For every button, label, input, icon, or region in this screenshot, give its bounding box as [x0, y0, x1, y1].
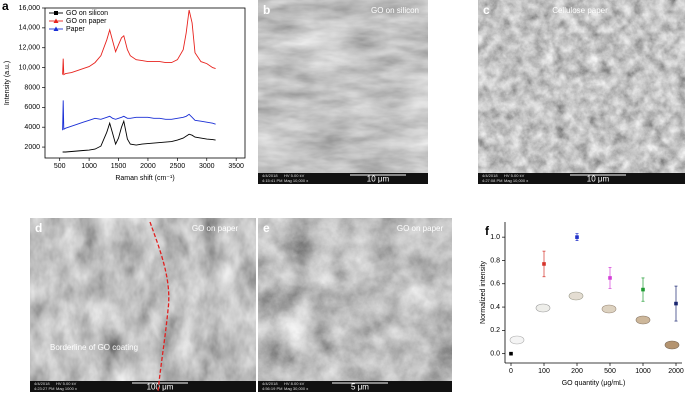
sem-image [258, 218, 452, 392]
x-tick-label: 500 [54, 163, 66, 170]
y-tick-label: 0.6 [490, 281, 500, 288]
x-tick-label: 2000 [668, 368, 684, 375]
info-text: HV 5.00 kV [56, 381, 77, 386]
scale-label: 10 μm [367, 175, 390, 184]
x-axis-label: Raman shift (cm⁻¹) [115, 175, 174, 182]
x-tick-label: 0 [509, 368, 513, 375]
legend-marker [53, 26, 59, 31]
info-text: Mag 1000 x [56, 386, 77, 391]
legend-text: Paper [66, 26, 85, 33]
legend-text: GO on silicon [66, 10, 108, 17]
y-axis-label: Normalized intensity [480, 260, 487, 324]
droplet [635, 315, 651, 325]
spectrum-line [62, 9, 216, 76]
point [608, 276, 612, 280]
x-tick-label: 100 [538, 368, 550, 375]
info-text: 4:27:08 PM [482, 178, 502, 183]
y-tick-label: 0.2 [490, 327, 500, 334]
point [641, 287, 645, 292]
info-text: HV 5.00 kV [284, 173, 305, 178]
y-tick-label: 6000 [24, 104, 40, 111]
caption: GO on silicon [371, 6, 419, 15]
x-tick-label: 1000 [635, 368, 651, 375]
x-tick-label: 3000 [199, 163, 215, 170]
panel-label: a [2, 0, 9, 13]
note: Borderline of GO coating [50, 343, 138, 352]
panel-label: e [263, 221, 270, 235]
caption: Cellulose paper [552, 6, 608, 15]
sem-image [478, 0, 685, 184]
plot-frame [44, 7, 246, 159]
point [542, 262, 546, 266]
x-tick-label: 1500 [111, 163, 127, 170]
droplet [509, 335, 525, 345]
info-text: Mag 10,000 x [284, 178, 308, 183]
droplet [664, 340, 680, 350]
info-text: 4:23:27 PM [34, 386, 54, 391]
info-text: HV 8.00 kV [284, 381, 305, 386]
info-bar [30, 381, 256, 392]
y-tick-label: 0.8 [490, 257, 500, 264]
x-tick-label: 200 [571, 368, 583, 375]
info-text: Mag 30,000 x [284, 386, 308, 391]
info-text: Mag 10,000 x [504, 178, 528, 183]
droplet [601, 304, 617, 314]
border-line [149, 221, 170, 393]
y-tick-label: 0.0 [490, 351, 500, 358]
info-bar [258, 381, 452, 392]
info-bar [478, 173, 685, 184]
y-tick-label: 16,000 [19, 5, 41, 12]
sem-image [30, 218, 256, 392]
y-tick-label: 14,000 [19, 25, 41, 32]
panel-label: c [483, 3, 490, 17]
info-bar [258, 173, 428, 184]
legend-text: GO on paper [66, 18, 107, 25]
caption: GO on paper [192, 224, 239, 233]
y-tick-label: 10,000 [19, 64, 41, 71]
y-tick-label: 12,000 [19, 45, 41, 52]
y-tick-label: 0.4 [490, 304, 500, 311]
x-tick-label: 500 [604, 368, 616, 375]
droplet-photos [509, 291, 680, 350]
scale-label: 5 μm [351, 383, 369, 392]
panel-label: b [263, 3, 270, 17]
point [674, 301, 678, 306]
x-tick-label: 2000 [140, 163, 156, 170]
info-text: 4/4/2018 [262, 381, 278, 386]
info-text: 4/4/2018 [262, 173, 278, 178]
droplet [568, 291, 584, 301]
legend-marker [53, 18, 59, 23]
y-tick-label: 8000 [24, 84, 40, 91]
point [575, 235, 579, 239]
info-text: 4/4/2018 [482, 173, 498, 178]
y-tick-label: 1.0 [490, 234, 500, 241]
panel-label: d [35, 221, 42, 235]
scale-label: 10 μm [587, 175, 610, 184]
legend-marker [54, 11, 58, 15]
x-axis-label: GO quantity (μg/mL) [562, 380, 626, 387]
info-text: HV 5.00 kV [504, 173, 525, 178]
spectrum-line [62, 100, 216, 131]
info-text: 4/4/2018 [34, 381, 50, 386]
info-text: 4:15:41 PM [262, 178, 282, 183]
x-tick-label: 1000 [81, 163, 97, 170]
caption: GO on paper [397, 224, 444, 233]
spectrum-line [62, 119, 216, 153]
point [509, 351, 513, 356]
sem-image [258, 0, 428, 184]
x-tick-label: 2500 [170, 163, 186, 170]
panel-label: f [485, 224, 490, 238]
y-tick-label: 4000 [24, 124, 40, 131]
y-tick-label: 2000 [24, 144, 40, 151]
scale-label: 100 μm [147, 383, 174, 392]
info-text: 4:56:19 PM [262, 386, 282, 391]
y-axis-label: Intensity (a.u.) [4, 61, 11, 105]
x-tick-label: 3500 [228, 163, 244, 170]
droplet [535, 303, 551, 313]
